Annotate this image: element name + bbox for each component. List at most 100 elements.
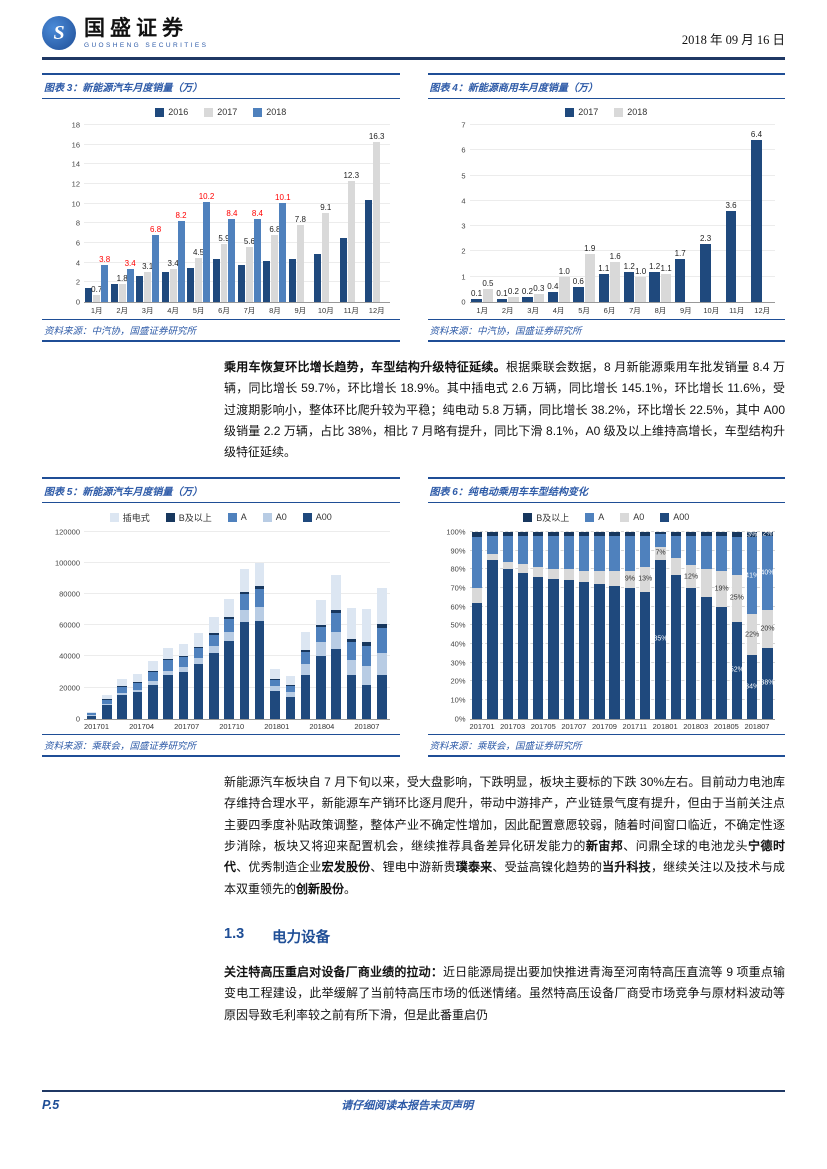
legend-item: 2018 xyxy=(253,107,286,117)
stack-segment xyxy=(209,616,219,634)
report-header: S 国盛证券 GUOSHENG SECURITIES 2018 年 09 月 1… xyxy=(42,16,785,60)
stacked-bar xyxy=(578,531,590,719)
stacked-bar xyxy=(701,531,712,719)
stack-segment xyxy=(377,587,387,624)
chart-plot-area: 0% 10% 20% 30% 40% 50% 60% 70% 80% 90% 100% 9% 13% 7%… xyxy=(446,527,775,723)
segment-value-label: 3% xyxy=(747,531,758,539)
stack-segment xyxy=(224,617,234,620)
stacked-bar: 13% xyxy=(638,531,652,719)
bar: 3.4 xyxy=(168,259,179,302)
bar: 5.9 xyxy=(218,234,230,302)
page-footer: P.5 请仔细阅读本报告末页声明 xyxy=(42,1090,785,1113)
stack-segment xyxy=(533,576,544,719)
bold-text-segment: 创新股份 xyxy=(296,881,345,896)
x-axis-tick-label: 201807 xyxy=(354,721,380,731)
stack-segment xyxy=(86,711,97,714)
stack-segment xyxy=(487,554,498,560)
stacked-bar xyxy=(548,531,559,719)
y-axis-tick-label: 100% xyxy=(446,527,466,537)
body-paragraph-1: 乘用车恢复环比增长趋势，车型结构升级特征延续。根据乘联会数据，8 月新能源乘用车… xyxy=(224,357,785,464)
segment-value-label: 25% xyxy=(729,594,744,602)
figure-5-title: 图表 5：新能源汽车月度销量（万） xyxy=(42,476,400,503)
stack-segment xyxy=(132,673,143,682)
stack-segment xyxy=(731,531,743,538)
gridline xyxy=(84,281,390,283)
stack-segment xyxy=(716,531,727,536)
stack-segment xyxy=(377,628,387,654)
stack-segment: 2% xyxy=(762,530,773,537)
stack-segment xyxy=(270,690,280,719)
gridline xyxy=(84,655,390,657)
y-axis-tick-label: 0 xyxy=(461,297,466,307)
bar-value-label: 6.8 xyxy=(150,225,162,235)
stacked-bar xyxy=(594,531,605,719)
gridline xyxy=(84,261,390,263)
bold-text-segment: 当升科技 xyxy=(602,860,651,875)
stack-segment xyxy=(270,679,280,687)
bar-group: 9% xyxy=(622,531,637,719)
figure-6-title: 图表 6：纯电动乘用车车型结构变化 xyxy=(427,476,785,503)
stack-segment xyxy=(270,679,280,680)
bar: 8.4 xyxy=(226,210,238,302)
text-segment: 新能源汽车板块自 7 月下旬以来，受大盘影响，下跌明显，板块主要标的下跌 30%… xyxy=(224,774,785,853)
legend-label: 2017 xyxy=(578,107,599,117)
bar-group xyxy=(115,532,130,719)
gridline xyxy=(469,661,775,663)
x-axis-tick-label xyxy=(299,722,309,731)
stack-segment xyxy=(487,559,498,719)
gridline xyxy=(469,225,775,227)
bar-group xyxy=(546,531,561,719)
stack-segment xyxy=(548,578,559,719)
stack-segment xyxy=(163,660,173,671)
bar: 0.4 xyxy=(547,282,558,302)
bar: 0.2 xyxy=(508,287,519,302)
stack-segment xyxy=(193,647,204,659)
x-axis-tick-label: 8月 xyxy=(269,306,281,315)
bar-group xyxy=(145,532,160,719)
stack-segment xyxy=(517,531,529,536)
bar-group xyxy=(252,532,267,719)
bar: 1.2 xyxy=(649,262,660,302)
stacked-bar xyxy=(517,531,529,719)
y-axis-tick-label: 40000 xyxy=(59,651,80,661)
bar-group: 1.2 1.0 xyxy=(622,125,647,302)
figure-5-chart: 插电式 B及以上 A A0 A00 0 20000 40000 60000 80000 100000… xyxy=(42,503,400,734)
legend-label: 2018 xyxy=(266,107,287,117)
stack-segment xyxy=(563,535,575,570)
stack-segment xyxy=(655,533,666,547)
y-axis-tick-label: 30% xyxy=(450,658,466,668)
stack-segment xyxy=(224,631,234,641)
stack-segment xyxy=(670,574,681,719)
stacked-bar xyxy=(346,532,357,719)
legend-label: 2017 xyxy=(217,107,238,117)
stack-segment xyxy=(117,686,127,694)
bar xyxy=(212,258,220,302)
stack-segment xyxy=(716,606,727,719)
x-axis-tick-label: 201701 xyxy=(84,721,110,731)
stack-segment: 13% xyxy=(638,567,652,592)
x-axis-tick-label: 201707 xyxy=(174,721,200,731)
stack-segment xyxy=(548,531,559,536)
stack-segment xyxy=(224,619,234,632)
bar-value-label: 0.4 xyxy=(547,281,559,291)
stack-segment xyxy=(594,531,605,536)
bar-value-label: 1.8 xyxy=(116,274,128,284)
stacked-bar xyxy=(471,531,483,719)
stacked-bar: 19% xyxy=(715,531,729,719)
stack-segment xyxy=(209,653,219,719)
stack-segment xyxy=(701,597,712,719)
stack-segment: 3% xyxy=(747,531,758,539)
x-axis: 201701 201704 201707 201710 201801 201804 2018… xyxy=(84,722,390,731)
legend-label: A xyxy=(240,512,247,523)
stack-segment xyxy=(316,626,326,643)
bar-value-label: 1.6 xyxy=(609,251,621,261)
bar-value-label: 1.0 xyxy=(558,266,570,276)
bar: 1.0 xyxy=(559,267,570,302)
stack-segment xyxy=(640,535,651,568)
stack-segment: 12% xyxy=(684,565,698,588)
x-axis-tick-label: 6月 xyxy=(218,306,230,315)
legend-label: B及以上 xyxy=(536,512,570,523)
bar-group: 0.1 0.2 xyxy=(495,125,520,302)
stack-segment xyxy=(533,535,544,568)
stack-segment xyxy=(716,535,727,572)
